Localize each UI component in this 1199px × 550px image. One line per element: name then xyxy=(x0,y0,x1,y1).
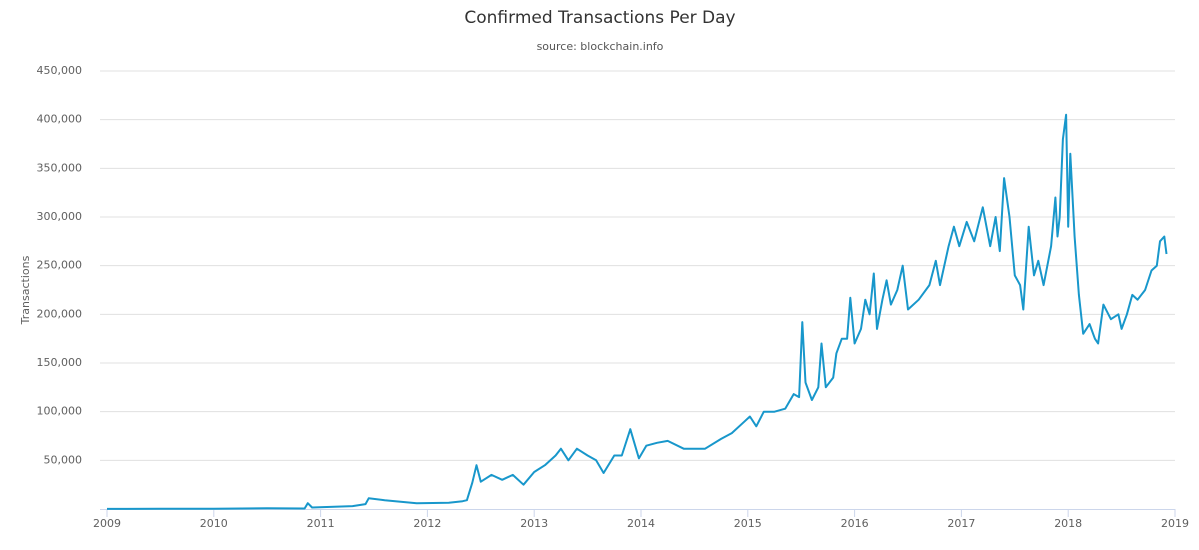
y-axis-label: Transactions xyxy=(19,255,32,325)
y-tick-label: 400,000 xyxy=(37,113,83,126)
x-tick-label: 2009 xyxy=(93,517,121,530)
x-tick-label: 2013 xyxy=(520,517,548,530)
y-tick-label: 100,000 xyxy=(37,405,83,418)
y-tick-label: 250,000 xyxy=(37,259,83,272)
x-tick-label: 2017 xyxy=(947,517,975,530)
data-line xyxy=(106,113,1168,510)
x-tick-label: 2014 xyxy=(627,517,655,530)
x-tick-label: 2011 xyxy=(307,517,335,530)
y-tick-label: 450,000 xyxy=(37,64,83,77)
x-tick-label: 2010 xyxy=(200,517,228,530)
y-tick-label: 50,000 xyxy=(44,453,83,466)
x-tick-label: 2016 xyxy=(841,517,869,530)
y-tick-label: 200,000 xyxy=(37,307,83,320)
chart-title: Confirmed Transactions Per Day xyxy=(464,8,735,28)
y-tick-label: 350,000 xyxy=(37,161,83,174)
y-tick-label: 300,000 xyxy=(37,210,83,223)
x-tick-label: 2012 xyxy=(413,517,441,530)
x-tick-label: 2019 xyxy=(1161,517,1189,530)
chart-subtitle: source: blockchain.info xyxy=(537,40,664,53)
x-tick-label: 2015 xyxy=(734,517,762,530)
x-tick-label: 2018 xyxy=(1054,517,1082,530)
y-tick-label: 150,000 xyxy=(37,356,83,369)
